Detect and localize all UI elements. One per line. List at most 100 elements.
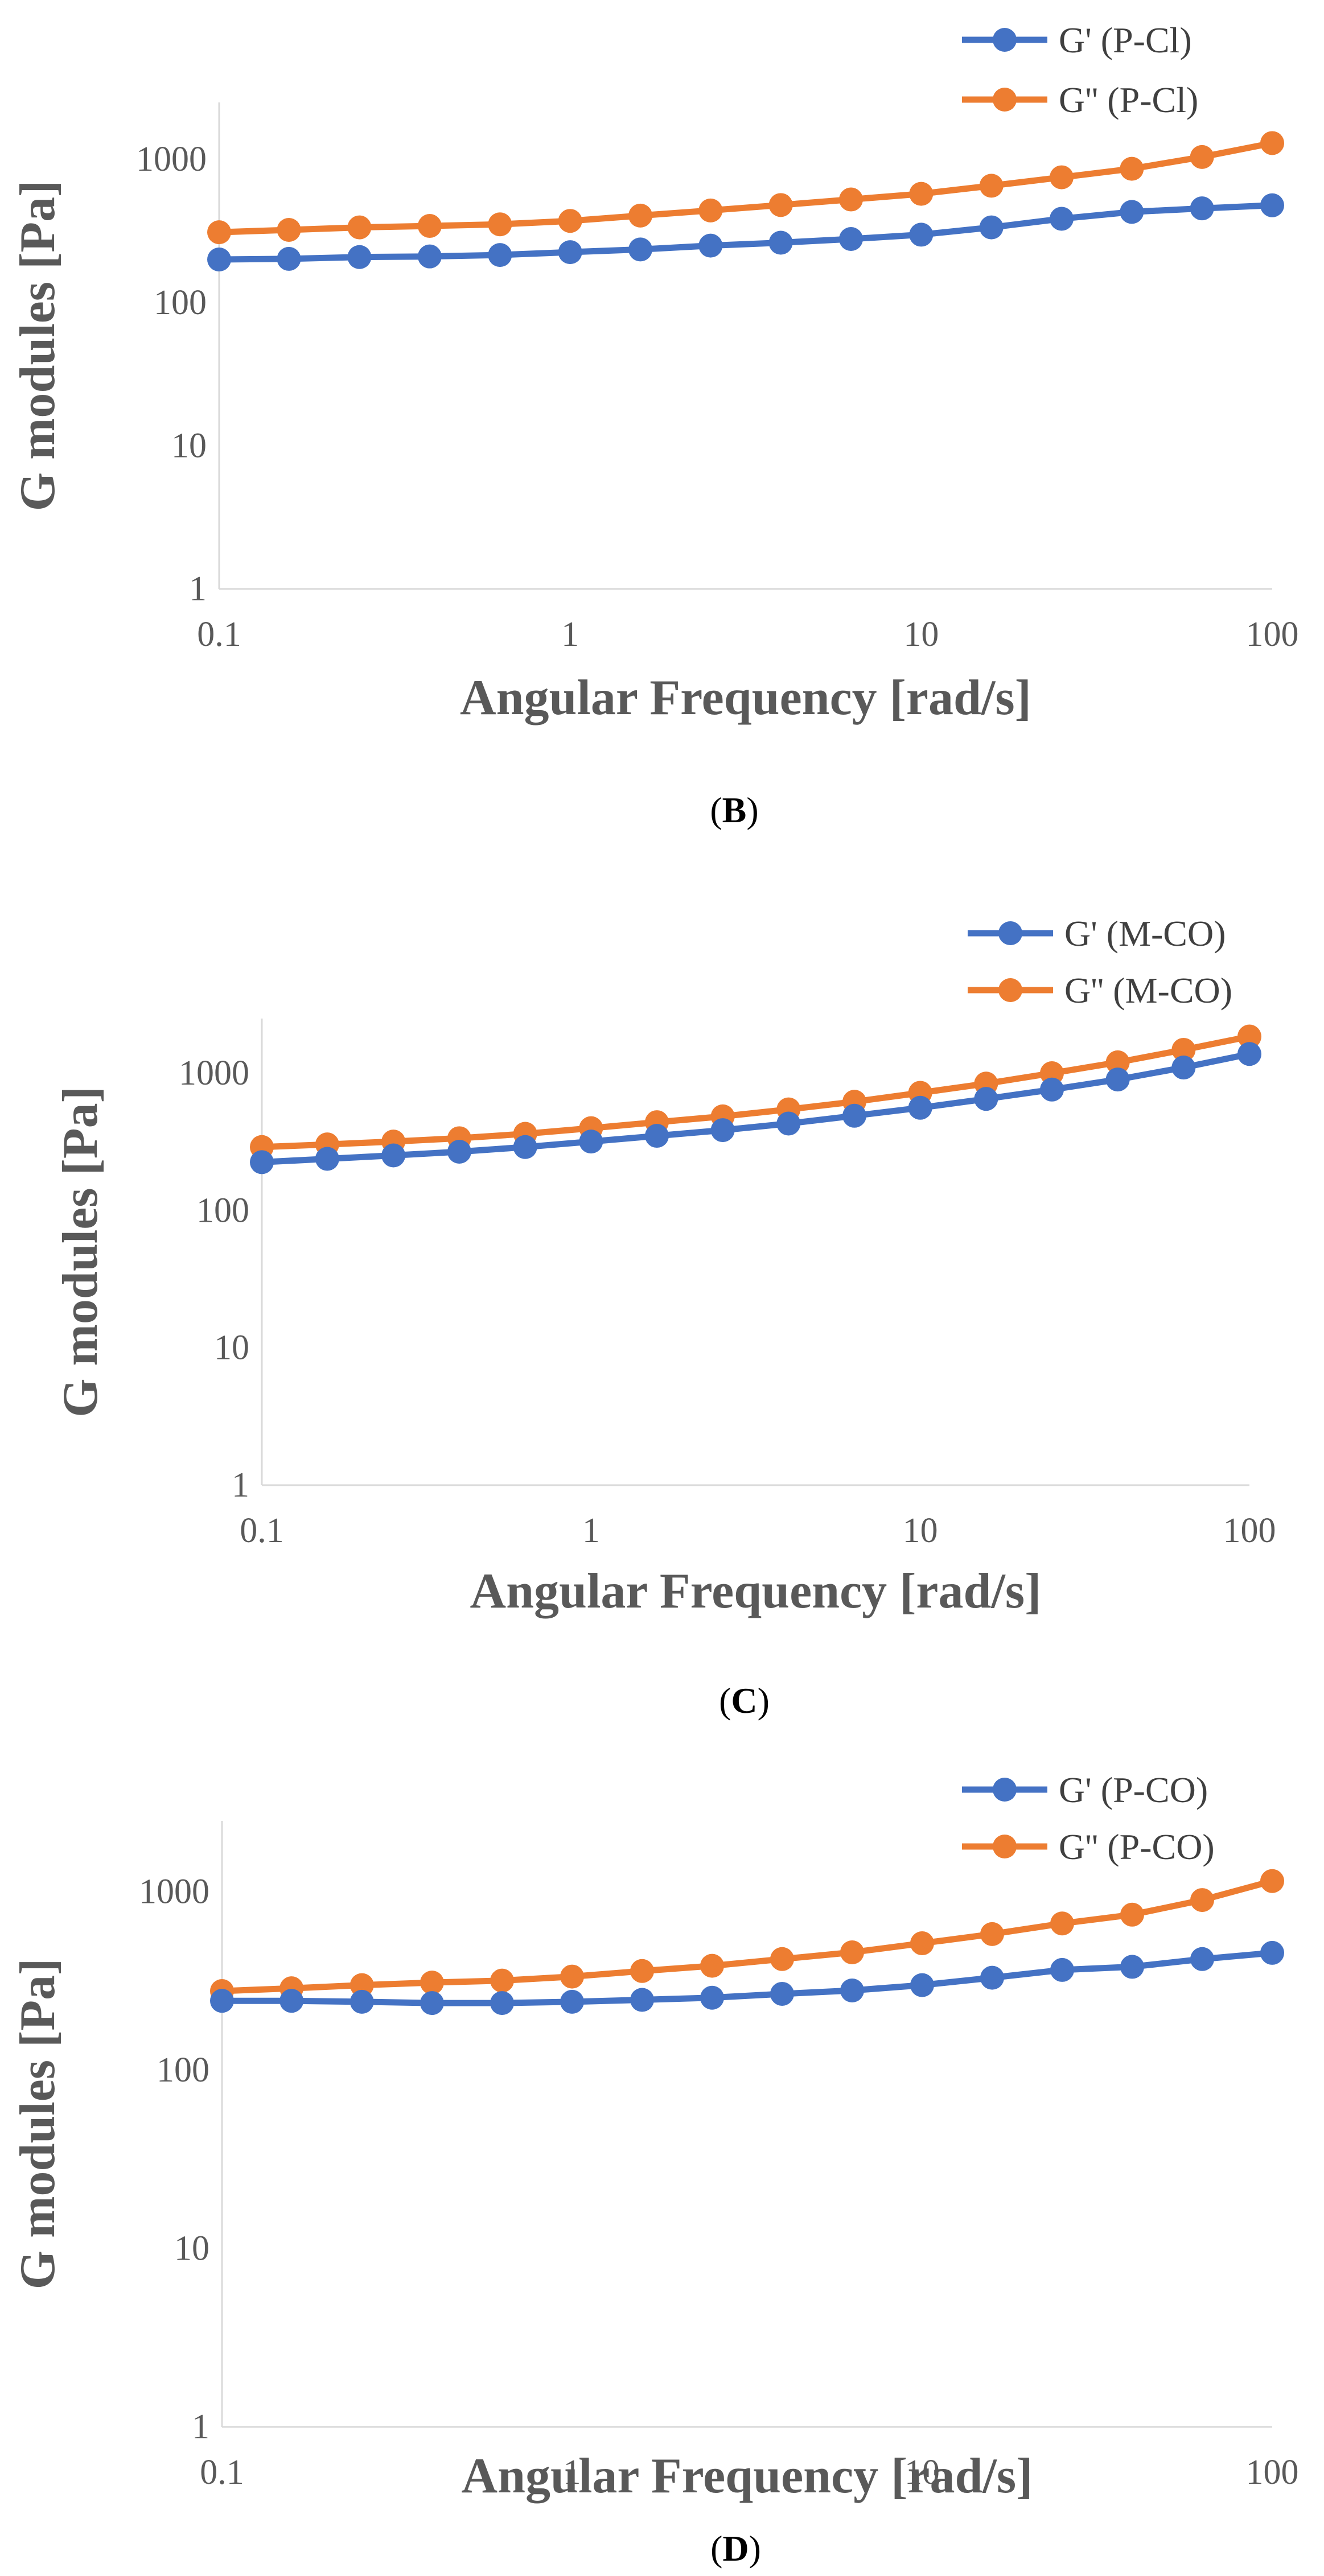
y-axis-title: G modules [Pa]: [53, 1086, 108, 1417]
y-tick-label: 1000: [179, 1054, 249, 1093]
data-point: [447, 1140, 471, 1164]
data-point: [1237, 1042, 1261, 1066]
data-point: [630, 1988, 655, 2012]
legend-swatch-marker: [993, 1778, 1017, 1802]
data-point: [417, 244, 442, 269]
x-tick-label: 0.1: [240, 1511, 284, 1550]
legend-swatch-marker: [993, 28, 1017, 52]
data-point: [488, 243, 512, 267]
data-point: [974, 1087, 998, 1111]
data-point: [558, 209, 582, 233]
data-point: [842, 1103, 867, 1128]
x-axis-title: Angular Frequency [rad/s]: [460, 670, 1031, 726]
data-point: [1120, 200, 1144, 224]
data-point: [279, 1989, 304, 2013]
legend-swatch-marker: [993, 1835, 1017, 1858]
data-point: [1260, 1940, 1284, 1965]
data-point: [1120, 156, 1144, 181]
data-point: [630, 1959, 655, 1983]
data-point: [698, 233, 723, 258]
data-point: [1190, 1888, 1215, 1913]
x-tick-label: 10: [904, 2453, 940, 2492]
data-point: [1105, 1050, 1130, 1074]
data-point: [349, 1989, 374, 2014]
x-tick-label: 10: [903, 615, 939, 654]
data-point: [417, 214, 442, 238]
x-tick-label: 1: [561, 615, 579, 654]
data-point: [776, 1111, 801, 1136]
legend-label: G' (P-Cl): [1059, 20, 1192, 60]
data-point: [490, 1991, 515, 2016]
chart-panel-b: 1 10 100 1000 0.1 1 10 100 Angular Frequency [ra…: [10, 20, 1299, 830]
data-point: [645, 1124, 669, 1148]
y-tick-label: 10: [174, 2229, 209, 2268]
x-axis-title: Angular Frequency [rad/s]: [462, 2449, 1033, 2504]
y-tick-label: 100: [154, 283, 207, 322]
legend-swatch-marker: [998, 921, 1022, 945]
x-tick-label: 100: [1223, 1511, 1276, 1550]
data-point: [207, 248, 231, 272]
data-point: [381, 1143, 406, 1168]
series-line-storage-modulus: [258, 1050, 1253, 1165]
x-tick-label: 1: [564, 2453, 581, 2492]
data-point: [560, 1989, 584, 2014]
data-point: [909, 182, 934, 206]
data-point: [315, 1147, 339, 1171]
data-point: [700, 1985, 725, 2010]
data-point: [839, 227, 864, 252]
data-point: [1120, 1902, 1144, 1927]
series-line-loss-modulus: [258, 1033, 1253, 1151]
data-point: [1040, 1061, 1064, 1086]
data-point: [513, 1135, 537, 1159]
data-point: [770, 1981, 794, 2006]
data-point: [840, 1978, 865, 2002]
data-point: [979, 174, 1004, 198]
data-point: [558, 240, 582, 265]
data-point: [349, 1973, 374, 1997]
legend-label: G'' (P-CO): [1059, 1827, 1215, 1867]
data-point: [1105, 1068, 1130, 1092]
x-tick-label: 0.1: [197, 615, 241, 654]
data-point: [839, 187, 864, 212]
data-point: [628, 203, 653, 228]
data-point: [420, 1991, 444, 2016]
x-tick-label: 0.1: [200, 2453, 244, 2492]
data-point: [710, 1118, 735, 1143]
y-tick-label: 1000: [139, 1873, 209, 1911]
y-axis-title: G modules [Pa]: [10, 1959, 65, 2290]
y-tick-label: 1: [189, 570, 207, 608]
data-point: [1050, 165, 1074, 189]
data-point: [488, 212, 512, 237]
data-point: [979, 215, 1004, 240]
data-point: [420, 1971, 444, 1995]
legend-label: G'' (M-CO): [1064, 970, 1232, 1011]
x-axis-title: Angular Frequency [rad/s]: [470, 1564, 1042, 1619]
x-tick-label: 1: [582, 1511, 600, 1550]
data-point: [1120, 1955, 1144, 1979]
legend-swatch-marker: [998, 978, 1022, 1002]
data-point: [1260, 131, 1284, 155]
data-point: [1171, 1056, 1196, 1080]
data-point: [909, 222, 934, 247]
y-tick-label: 100: [157, 2051, 209, 2089]
data-point: [1171, 1037, 1196, 1062]
data-point: [908, 1095, 932, 1120]
panel-caption: (B): [710, 790, 758, 830]
data-point: [768, 193, 793, 217]
data-point: [1237, 1024, 1261, 1049]
data-point: [700, 1953, 725, 1978]
series-line-loss-modulus: [219, 1878, 1276, 1994]
data-point: [207, 220, 231, 245]
data-point: [768, 230, 793, 255]
data-point: [840, 1940, 865, 1965]
data-point: [628, 237, 653, 262]
panel-caption: (C): [719, 1680, 770, 1721]
chart-panel-c: 1 10 100 1000 0.1 1 10 100 Angular Frequency [ra…: [53, 913, 1276, 1721]
data-point: [1050, 1911, 1075, 1936]
legend-label: G' (P-CO): [1059, 1770, 1208, 1810]
x-tick-label: 100: [1246, 2453, 1299, 2492]
data-point: [1190, 1947, 1215, 1971]
data-point: [1190, 145, 1214, 169]
data-point: [579, 1130, 603, 1154]
